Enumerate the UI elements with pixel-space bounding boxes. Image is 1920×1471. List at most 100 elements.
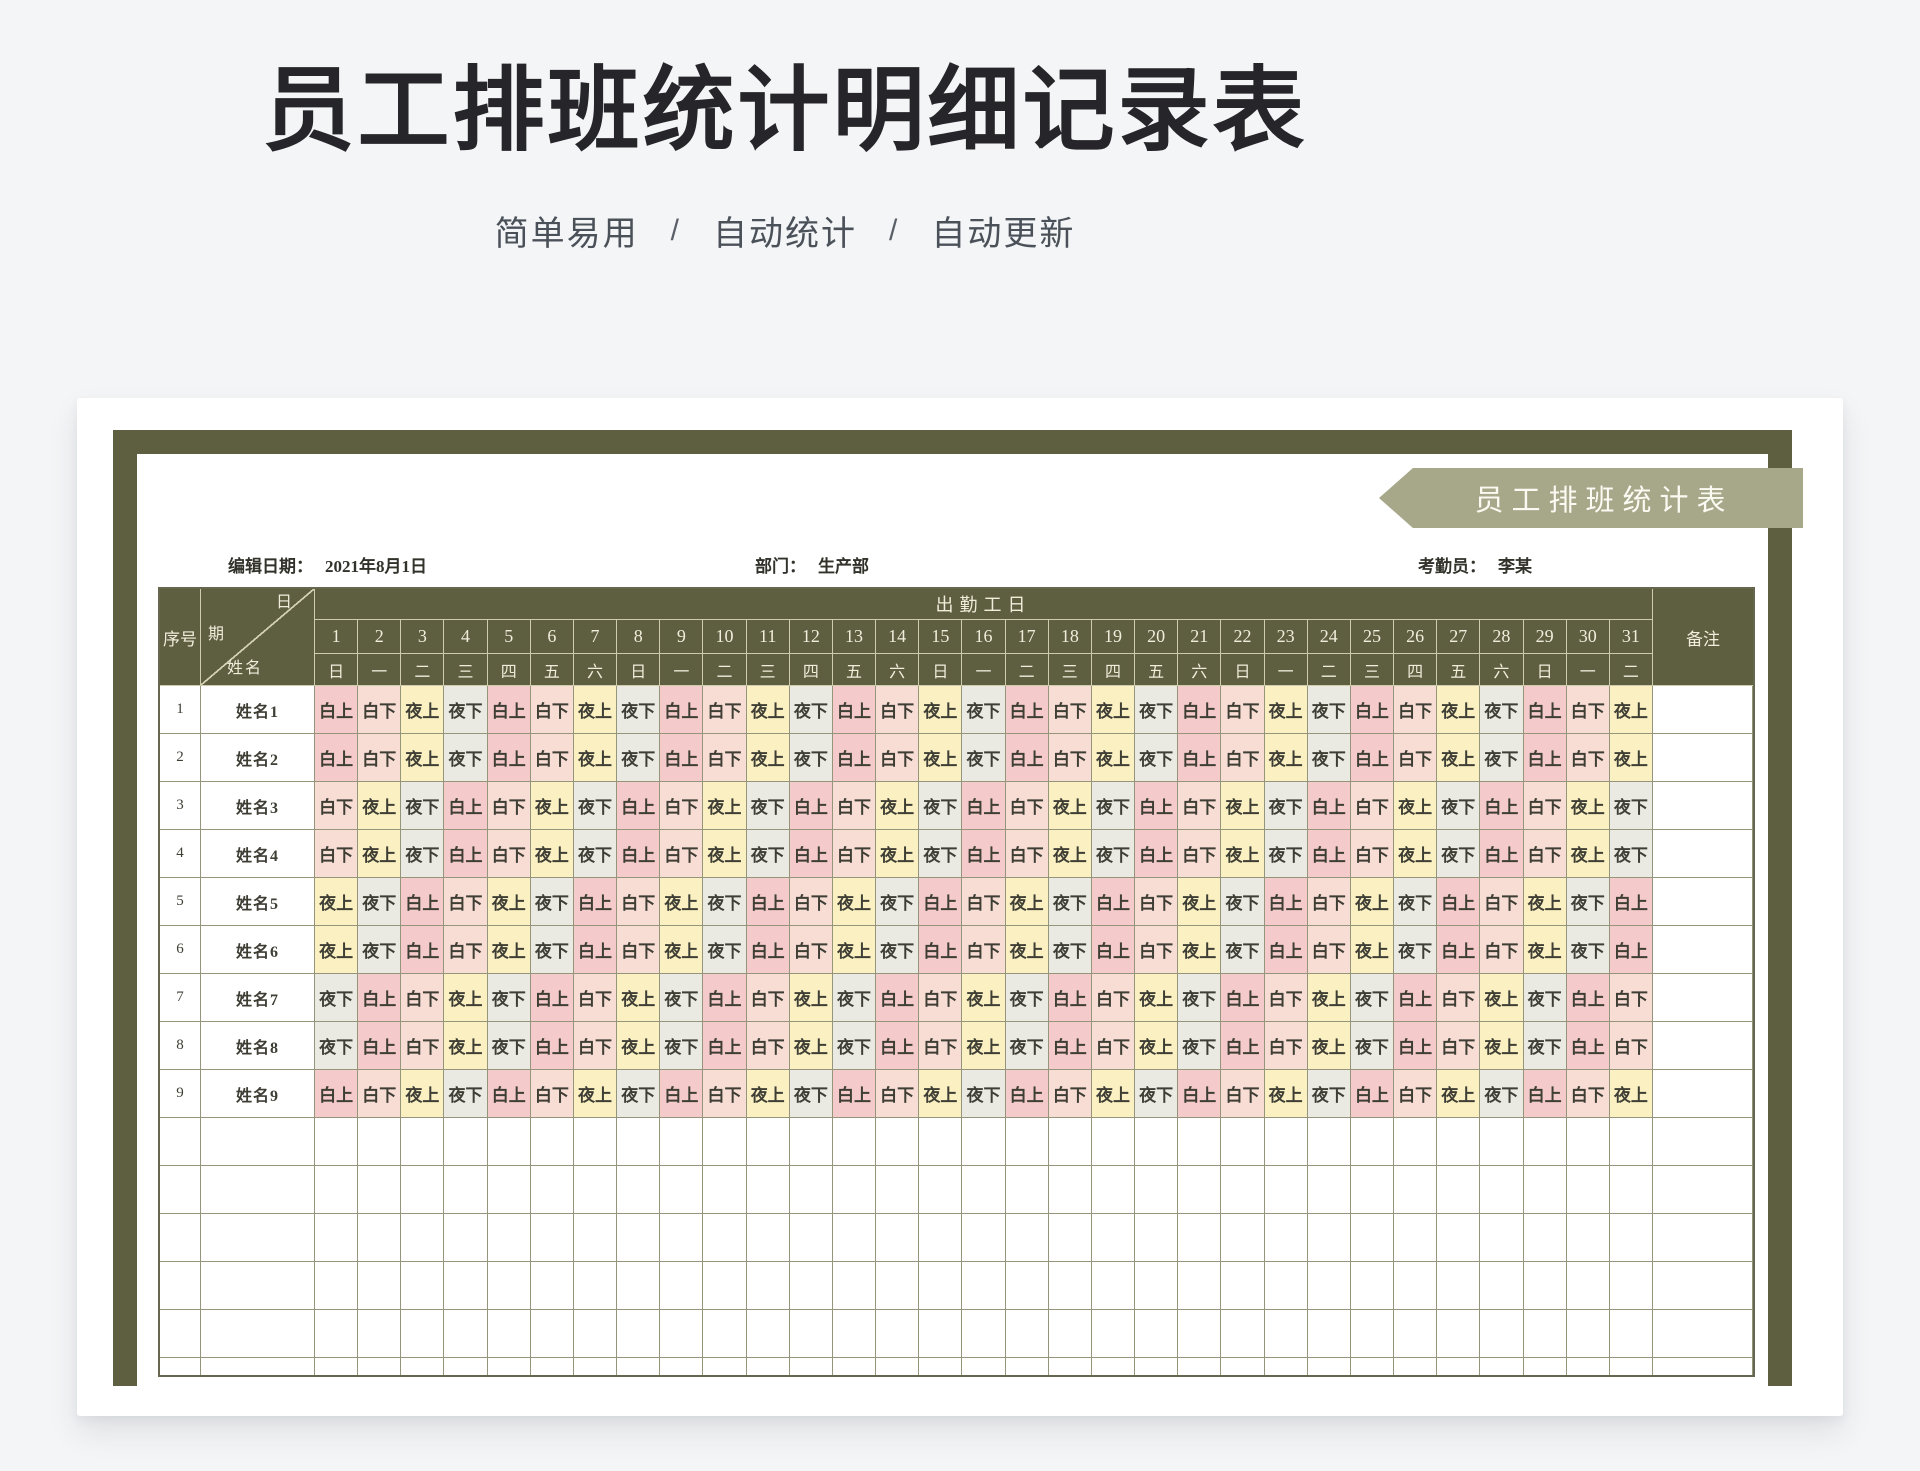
shift-cell: 夜上 bbox=[1307, 1022, 1351, 1070]
shift-cell: 夜下 bbox=[1437, 782, 1481, 830]
subtitle-item: 简单易用 bbox=[494, 215, 639, 254]
shift-cell: 白下 bbox=[1307, 878, 1351, 926]
empty-day-cell bbox=[703, 1166, 747, 1214]
day-number-cell: 21 bbox=[1178, 620, 1222, 654]
shift-cell: 夜下 bbox=[1350, 1022, 1395, 1070]
day-number-cell: 5 bbox=[487, 620, 531, 654]
empty-day-cell bbox=[315, 1358, 359, 1375]
shift-cell: 白上 bbox=[1005, 1070, 1049, 1118]
empty-day-cell bbox=[703, 1310, 747, 1358]
empty-day-cell bbox=[1005, 1310, 1049, 1358]
empty-name-cell bbox=[201, 1262, 315, 1310]
empty-day-cell bbox=[1350, 1358, 1395, 1375]
shift-cell: 白下 bbox=[573, 1022, 618, 1070]
shift-cell: 白下 bbox=[746, 1022, 790, 1070]
empty-day-cell bbox=[876, 1214, 920, 1262]
empty-day-cell bbox=[1437, 1358, 1481, 1375]
empty-day-cell bbox=[1480, 1214, 1524, 1262]
shift-cell: 白下 bbox=[919, 1022, 963, 1070]
empty-day-cell bbox=[746, 1262, 790, 1310]
day-number-cell: 10 bbox=[703, 620, 747, 654]
shift-cell: 白下 bbox=[1394, 734, 1438, 782]
name-cell: 姓名2 bbox=[201, 734, 315, 782]
shift-cell: 夜下 bbox=[1523, 974, 1567, 1022]
empty-day-cell bbox=[1480, 1262, 1524, 1310]
weekday-cell: 二 bbox=[1609, 654, 1653, 686]
edit-date-field: 编辑日期： 2021年8月1日 bbox=[228, 552, 427, 577]
empty-day-cell bbox=[1135, 1118, 1179, 1166]
shift-cell: 夜下 bbox=[1480, 734, 1524, 782]
shift-cell: 夜上 bbox=[315, 926, 359, 974]
weekday-cell: 三 bbox=[746, 654, 790, 686]
empty-day-cell bbox=[1264, 1310, 1308, 1358]
empty-day-cell bbox=[876, 1358, 920, 1375]
department-field: 部门： 生产部 bbox=[755, 552, 869, 577]
empty-day-cell bbox=[444, 1166, 488, 1214]
empty-day-cell bbox=[444, 1310, 488, 1358]
shift-cell: 夜上 bbox=[573, 734, 618, 782]
empty-day-cell bbox=[1264, 1262, 1308, 1310]
empty-day-cell bbox=[1221, 1118, 1265, 1166]
shift-cell: 夜下 bbox=[1005, 1022, 1049, 1070]
shift-cell: 夜上 bbox=[573, 1070, 618, 1118]
empty-day-cell bbox=[487, 1358, 531, 1375]
empty-day-cell bbox=[703, 1262, 747, 1310]
day-number-cell: 26 bbox=[1394, 620, 1438, 654]
shift-cell: 白下 bbox=[401, 974, 445, 1022]
empty-day-cell bbox=[1523, 1214, 1567, 1262]
shift-cell: 白下 bbox=[1048, 734, 1092, 782]
shift-cell: 白上 bbox=[746, 878, 790, 926]
serial-cell: 2 bbox=[160, 734, 201, 782]
remark-cell bbox=[1652, 686, 1753, 734]
shift-cell: 夜上 bbox=[401, 1070, 445, 1118]
empty-day-cell bbox=[703, 1358, 747, 1375]
shift-cell: 夜下 bbox=[1307, 1070, 1351, 1118]
serial-cell: 7 bbox=[160, 974, 201, 1022]
shift-cell: 白下 bbox=[660, 782, 704, 830]
weekday-cell: 六 bbox=[1480, 654, 1524, 686]
shift-cell: 夜下 bbox=[487, 974, 531, 1022]
empty-serial-cell bbox=[160, 1358, 201, 1375]
empty-day-cell bbox=[962, 1166, 1006, 1214]
shift-cell: 白下 bbox=[1264, 974, 1308, 1022]
empty-day-cell bbox=[919, 1262, 963, 1310]
empty-day-cell bbox=[1566, 1358, 1610, 1375]
day-number-cell: 7 bbox=[573, 620, 618, 654]
shift-cell: 夜下 bbox=[919, 830, 963, 878]
shift-cell: 夜上 bbox=[1480, 974, 1524, 1022]
empty-day-cell bbox=[1480, 1166, 1524, 1214]
shift-cell: 夜上 bbox=[1135, 974, 1179, 1022]
empty-day-cell bbox=[1048, 1310, 1092, 1358]
shift-cell: 白下 bbox=[1480, 926, 1524, 974]
shift-cell: 白上 bbox=[315, 734, 359, 782]
empty-day-cell bbox=[315, 1166, 359, 1214]
shift-cell: 夜上 bbox=[444, 1022, 488, 1070]
shift-cell: 白上 bbox=[1609, 926, 1653, 974]
frame-border-right bbox=[1768, 430, 1792, 1386]
shift-cell: 夜下 bbox=[1135, 686, 1179, 734]
shift-cell: 白下 bbox=[1178, 782, 1222, 830]
empty-day-cell bbox=[487, 1214, 531, 1262]
day-number-cell: 3 bbox=[401, 620, 445, 654]
shift-cell: 白上 bbox=[660, 1070, 704, 1118]
shift-cell: 白上 bbox=[1307, 782, 1351, 830]
empty-day-cell bbox=[703, 1118, 747, 1166]
empty-day-cell bbox=[789, 1358, 833, 1375]
empty-day-cell bbox=[1609, 1118, 1653, 1166]
empty-day-cell bbox=[401, 1166, 445, 1214]
day-number-cell: 14 bbox=[876, 620, 920, 654]
shift-cell: 夜下 bbox=[1091, 782, 1136, 830]
empty-remark-cell bbox=[1652, 1214, 1753, 1262]
shift-cell: 白下 bbox=[1135, 878, 1179, 926]
shift-cell: 白下 bbox=[1005, 830, 1049, 878]
shift-cell: 夜上 bbox=[703, 830, 747, 878]
shift-cell: 夜上 bbox=[1221, 782, 1265, 830]
schedule-table: 序号日期姓名 出勤工日 1 日 2 一 3 二 4 三 5 四 6 五 7 六 8 日 9 一 10 二 11 三 12 四 13 五… bbox=[158, 587, 1755, 1377]
shift-cell: 白上 bbox=[962, 782, 1006, 830]
empty-serial-cell bbox=[160, 1310, 201, 1358]
corner-day-label: 日 bbox=[275, 594, 292, 611]
name-cell: 姓名8 bbox=[201, 1022, 315, 1070]
shift-cell: 白上 bbox=[444, 782, 488, 830]
shift-cell: 夜上 bbox=[1437, 686, 1481, 734]
shift-cell: 夜下 bbox=[1264, 782, 1308, 830]
